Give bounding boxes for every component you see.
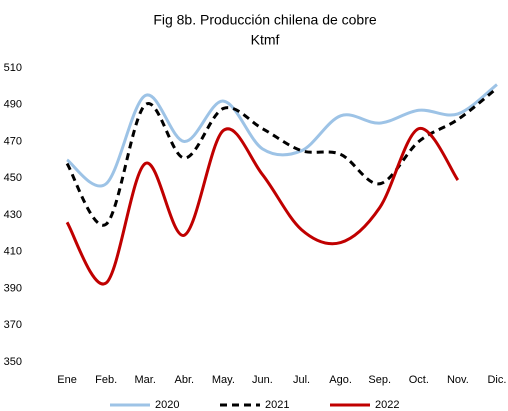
chart-subtitle: Ktmf [251,32,280,48]
x-tick-label: Mar. [135,374,156,386]
y-tick-label: 430 [4,209,22,221]
chart-title: Fig 8b. Producción chilena de cobre [153,12,377,28]
legend-label: 2021 [265,399,289,411]
y-tick-label: 470 [4,135,22,147]
series-line [66,83,498,188]
x-tick-label: Jun. [252,374,273,386]
x-tick-label: Feb. [95,374,117,386]
x-tick-label: Sep. [368,374,391,386]
x-tick-label: Dic. [487,374,506,386]
y-tick-label: 350 [4,356,22,368]
x-tick-label: Nov. [447,374,469,386]
x-tick-label: Oct. [409,374,429,386]
x-tick-label: Jul. [293,374,310,386]
y-tick-label: 490 [4,99,22,111]
x-tick-label: Ago. [329,374,352,386]
series-line [65,87,498,227]
y-tick-label: 390 [4,282,22,294]
y-tick-label: 450 [4,172,22,184]
x-tick-label: May. [212,374,235,386]
legend-label: 2022 [375,399,399,411]
y-tick-label: 410 [4,246,22,258]
series-line [65,127,460,286]
legend-label: 2020 [155,399,179,411]
x-tick-label: Ene [57,374,77,386]
x-tick-label: Abr. [175,374,195,386]
y-tick-label: 510 [4,62,22,74]
y-tick-label: 370 [4,319,22,331]
